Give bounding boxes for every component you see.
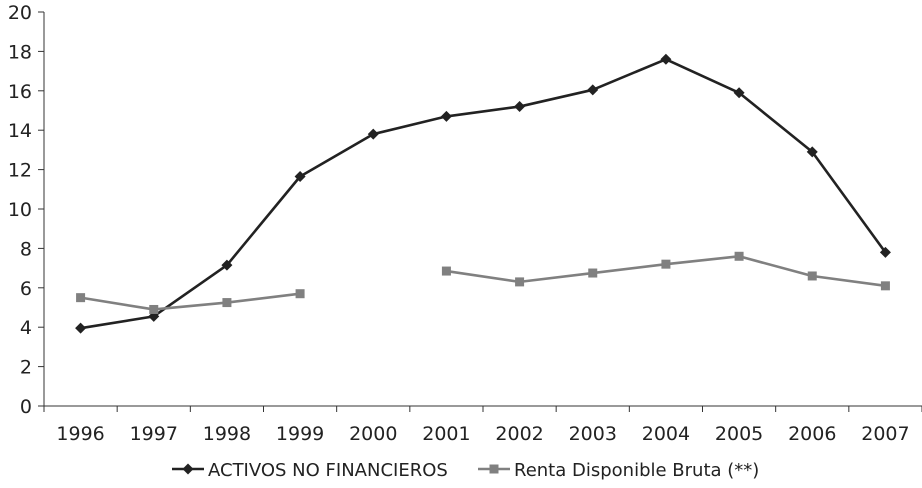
x-tick-label: 2003 xyxy=(569,423,617,445)
x-tick-label: 1997 xyxy=(130,423,178,445)
y-tick-label: 18 xyxy=(8,41,32,63)
y-tick-label: 6 xyxy=(20,278,32,300)
y-tick-label: 0 xyxy=(20,396,32,418)
data-point xyxy=(515,277,525,287)
legend-item: Renta Disponible Bruta (**) xyxy=(478,460,759,481)
data-point xyxy=(514,101,526,113)
data-point xyxy=(588,268,598,278)
x-axis: 1996 1997 1998 1999 2000 2001 2002 2003 2004 2005… xyxy=(43,405,922,445)
x-tick-label: 2004 xyxy=(642,423,690,445)
y-tick-label: 8 xyxy=(20,238,32,260)
y-tick-label: 10 xyxy=(8,199,32,221)
series-layer xyxy=(75,53,891,334)
legend-swatch-marker xyxy=(182,463,194,475)
data-point xyxy=(733,87,745,99)
data-point xyxy=(221,259,233,271)
data-point xyxy=(222,298,232,308)
data-point xyxy=(76,293,86,303)
legend-swatch-marker xyxy=(489,464,499,474)
data-point xyxy=(879,246,891,258)
series-line xyxy=(80,292,301,311)
x-tick-label: 1996 xyxy=(56,423,104,445)
data-point xyxy=(660,53,672,65)
x-tick-label: 1999 xyxy=(276,423,324,445)
y-tick-label: 20 xyxy=(8,2,32,24)
y-tick-label: 12 xyxy=(8,160,32,182)
data-point xyxy=(149,304,159,314)
x-tick-label: 2005 xyxy=(715,423,763,445)
series-1 xyxy=(75,53,891,334)
y-tick-label: 2 xyxy=(20,357,32,379)
x-tick-label: 2001 xyxy=(422,423,470,445)
data-point xyxy=(880,281,890,291)
y-axis: 0 2 4 6 8 10 12 14 16 18 20 xyxy=(8,2,45,418)
y-tick-label: 4 xyxy=(20,317,32,339)
x-tick-label: 1998 xyxy=(203,423,251,445)
data-point xyxy=(440,110,452,122)
data-point xyxy=(75,322,87,334)
series-2 xyxy=(76,251,890,314)
data-point xyxy=(441,266,451,276)
data-point xyxy=(661,259,671,269)
data-point xyxy=(734,251,744,261)
y-tick-label: 16 xyxy=(8,81,32,103)
legend-item: ACTIVOS NO FINANCIEROS xyxy=(172,460,448,481)
data-point xyxy=(295,289,305,299)
legend-label: ACTIVOS NO FINANCIEROS xyxy=(208,460,448,481)
legend: ACTIVOS NO FINANCIEROS Renta Disponible B… xyxy=(172,460,759,481)
data-point xyxy=(807,271,817,281)
y-tick-label: 14 xyxy=(8,120,32,142)
legend-label: Renta Disponible Bruta (**) xyxy=(514,460,759,481)
data-point xyxy=(587,84,599,96)
x-tick-label: 2007 xyxy=(861,423,909,445)
series-line xyxy=(80,57,887,330)
data-point xyxy=(806,146,818,158)
data-point xyxy=(367,128,379,140)
x-tick-label: 2002 xyxy=(495,423,543,445)
x-tick-label: 2006 xyxy=(788,423,836,445)
data-point xyxy=(294,170,306,182)
x-tick-label: 2000 xyxy=(349,423,397,445)
